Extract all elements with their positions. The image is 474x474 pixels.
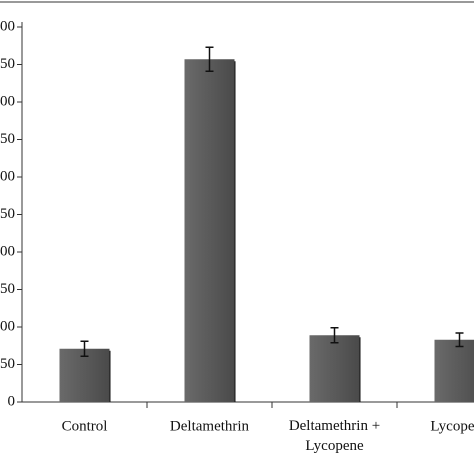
error-bar [205,46,214,72]
error-bar [80,340,89,357]
bar [59,348,110,402]
y-tick-label: 300 [0,168,15,184]
y-tick-label: 500 [0,18,15,34]
x-tick-label: Deltamethrin + Lycopene [289,418,380,454]
bar [184,59,235,402]
y-tick-label: 50 [0,356,15,372]
y-tick-label: 250 [0,206,15,222]
y-tick-label: 100 [0,318,15,334]
y-tick-label: 150 [0,281,15,297]
x-tick-label: Lycopene [430,418,474,434]
x-tick-label: Control [62,418,108,434]
y-tick-label: 0 [8,393,16,409]
y-tick-label: 200 [0,243,15,259]
y-tick-label: 400 [0,93,15,109]
error-bar [455,332,464,348]
y-tick-label: 450 [0,56,15,72]
y-tick-label: 350 [0,131,15,147]
x-tick-label: Deltamethrin [170,418,250,434]
bar [434,339,474,402]
error-bar [330,327,339,344]
bar [309,335,360,402]
